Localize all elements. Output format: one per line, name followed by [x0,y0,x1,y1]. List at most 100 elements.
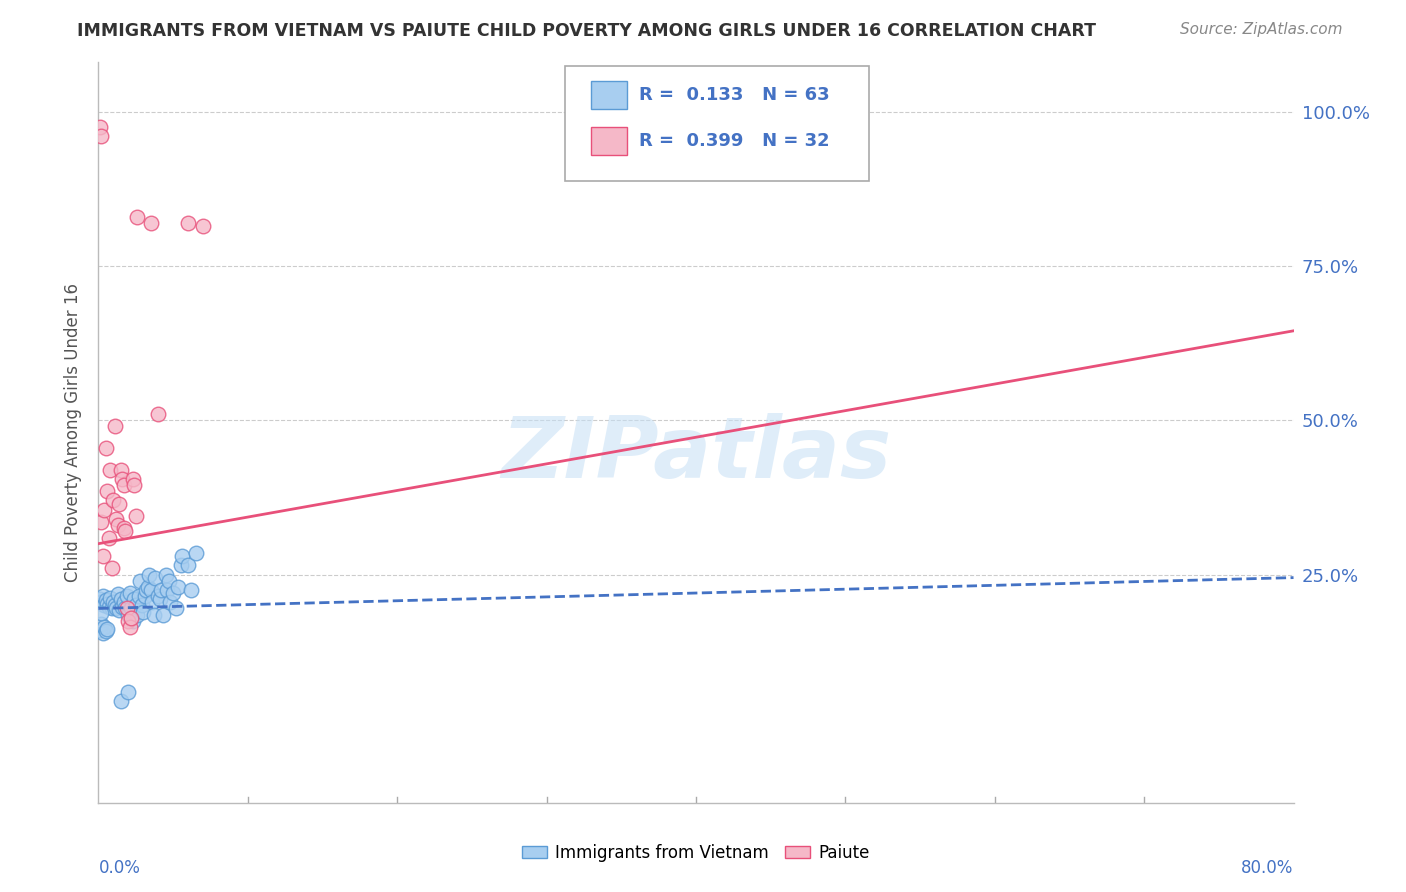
Point [103,595,125,609]
Point [172,549,194,563]
Point [103,493,125,508]
Point [104,599,127,613]
Point [131,599,153,613]
Point [107,518,129,533]
Point [110,462,132,476]
Point [120,601,142,615]
Point [148,589,170,603]
Point [156,582,179,597]
Point [118,586,141,600]
Point [159,595,181,609]
Point [143,571,166,585]
Point [114,601,136,615]
Point [107,587,129,601]
Point [108,603,131,617]
Point [90,129,112,144]
Point [136,580,159,594]
Text: ZIPatlas: ZIPatlas [501,413,891,496]
Point [110,694,132,708]
Point [177,216,200,230]
Point [94,624,117,639]
Text: IMMIGRANTS FROM VIETNAM VS PAIUTE CHILD POVERTY AMONG GIRLS UNDER 16 CORRELATION: IMMIGRANTS FROM VIETNAM VS PAIUTE CHILD … [77,22,1097,40]
Point [89,623,111,637]
Point [89,120,111,135]
Point [115,589,138,603]
Point [142,607,165,622]
Point [121,614,143,628]
Point [93,620,115,634]
Point [96,622,118,636]
Point [157,574,180,588]
Point [127,210,149,224]
Point [152,607,174,622]
Point [96,597,118,611]
Point [118,620,141,634]
Point [117,607,139,622]
FancyBboxPatch shape [591,127,627,155]
Point [139,582,162,597]
Point [138,567,160,582]
Point [132,605,155,619]
Text: R =  0.133   N = 63: R = 0.133 N = 63 [638,86,830,104]
Point [180,582,202,597]
Point [108,497,131,511]
Point [90,606,112,620]
Point [110,592,132,607]
Point [112,478,135,492]
Point [124,478,146,492]
Point [98,462,122,476]
Point [112,521,135,535]
Point [112,595,135,609]
Point [91,589,114,603]
Point [115,601,138,615]
Point [165,601,187,615]
Point [166,580,188,594]
Point [89,592,111,607]
Point [90,616,112,631]
Point [191,219,214,233]
Point [105,512,128,526]
Point [94,593,117,607]
Point [117,685,139,699]
Point [155,567,177,582]
Point [96,484,118,499]
FancyBboxPatch shape [591,81,627,109]
Point [135,582,157,597]
Point [184,546,207,560]
Point [149,592,172,607]
Point [134,589,156,603]
Point [111,599,134,614]
Point [111,472,134,486]
Point [148,407,170,421]
Point [101,561,124,575]
Point [125,508,148,523]
Point [125,599,148,613]
Point [90,595,112,609]
Point [169,558,191,573]
Point [128,589,150,603]
Point [124,592,146,607]
Text: 80.0%: 80.0% [1241,859,1294,877]
Text: 0.0%: 0.0% [98,859,141,877]
FancyBboxPatch shape [565,66,869,181]
Point [93,599,115,613]
Point [90,515,112,529]
Point [93,502,115,516]
Point [150,582,173,597]
Point [105,601,128,615]
Point [121,472,143,486]
Point [98,591,122,605]
Point [91,549,114,563]
Point [127,607,149,622]
Point [94,441,117,455]
Point [104,419,127,434]
Text: Source: ZipAtlas.com: Source: ZipAtlas.com [1180,22,1343,37]
Point [141,595,163,609]
Point [101,601,124,615]
Point [97,531,120,545]
Legend: Immigrants from Vietnam, Paiute: Immigrants from Vietnam, Paiute [515,838,877,869]
Point [114,524,136,539]
Point [139,216,162,230]
Point [117,614,139,628]
Y-axis label: Child Poverty Among Girls Under 16: Child Poverty Among Girls Under 16 [65,283,83,582]
